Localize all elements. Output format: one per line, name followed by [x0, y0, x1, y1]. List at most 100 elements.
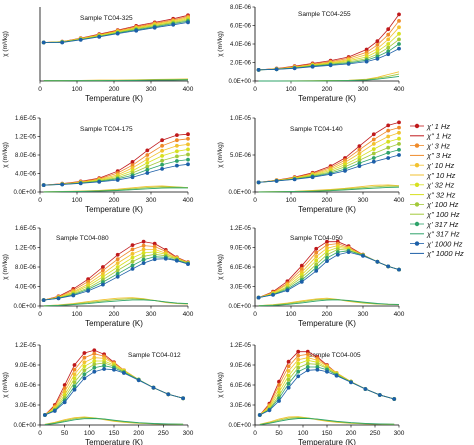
data-point: [286, 385, 291, 390]
data-point: [115, 268, 120, 273]
x-tick-label: 100: [72, 311, 83, 318]
data-point: [130, 259, 135, 264]
chart-title: Sample TC04-012: [128, 352, 181, 359]
data-point: [335, 252, 340, 257]
chart-panel-8: 0 50 100 150 200 250 300 0.0E+00 3.0E-06 6.0E-06 9…: [217, 343, 405, 445]
series-line: [44, 349, 184, 416]
y-tick-label: 1.2E-05: [15, 135, 37, 141]
data-point: [325, 239, 329, 244]
data-point: [136, 378, 141, 383]
x-tick-label: 0: [38, 311, 42, 318]
data-point: [152, 244, 157, 249]
x-tick-label: 200: [322, 197, 333, 204]
imag-series-line: [43, 187, 189, 193]
data-point: [175, 149, 179, 154]
data-point: [186, 152, 190, 157]
data-point: [325, 246, 329, 251]
data-point: [166, 392, 171, 397]
x-tick-label: 50: [61, 430, 69, 437]
data-point: [314, 246, 319, 251]
data-point: [122, 371, 126, 375]
y-tick-label: 9.0E-06: [230, 246, 252, 252]
y-tick-label: 6.0E-06: [230, 265, 252, 271]
legend-label: χ" 32 Hz: [426, 190, 456, 199]
data-point: [82, 364, 87, 369]
data-point: [72, 372, 77, 377]
data-point: [371, 151, 376, 156]
y-axis-label: χ (m³/kg): [2, 372, 9, 398]
y-tick-label: 8.0E-06: [15, 265, 37, 271]
data-point: [397, 142, 401, 146]
data-point: [296, 374, 301, 379]
data-point: [130, 247, 135, 252]
legend-label: χ' 3 Hz: [426, 141, 450, 150]
legend-label: χ' 32 Hz: [426, 181, 454, 190]
data-point: [286, 377, 291, 382]
data-point: [274, 179, 279, 183]
data-point: [141, 254, 146, 259]
data-point: [41, 183, 46, 188]
data-point: [335, 247, 340, 252]
imag-series-line: [44, 418, 184, 426]
y-tick-label: 6.0E-06: [15, 383, 37, 389]
data-point: [314, 269, 319, 273]
data-point: [56, 296, 61, 301]
data-point: [256, 295, 261, 300]
data-point: [375, 43, 380, 47]
data-point: [112, 367, 116, 372]
x-tick-label: 300: [146, 197, 157, 204]
data-point: [130, 243, 135, 248]
chart-panel-6: 0 100 200 300 400 0.0E+00 3.0E-06 6.0E-06 9.0E-0…: [217, 226, 405, 328]
data-point: [325, 369, 329, 374]
data-point: [357, 161, 362, 166]
data-point: [92, 348, 97, 353]
x-tick-label: 300: [146, 311, 157, 318]
data-point: [92, 351, 97, 356]
y-tick-label: 9.0E-06: [230, 363, 252, 369]
chart-title: Sample TC04-255: [298, 11, 351, 18]
data-point: [296, 369, 301, 374]
data-point: [175, 163, 179, 168]
data-point: [299, 280, 304, 284]
data-point: [386, 37, 391, 42]
data-point: [115, 274, 120, 279]
y-tick-label: 0.0E+00: [13, 423, 36, 429]
data-point: [145, 164, 150, 169]
data-point: [296, 361, 301, 366]
chart-title: Sample TC04-140: [290, 126, 343, 133]
data-point: [145, 171, 150, 175]
y-tick-label: 4.0E-06: [15, 285, 37, 291]
imag-series-line: [258, 71, 400, 82]
x-tick-label: 300: [183, 430, 194, 437]
data-point: [371, 142, 376, 146]
data-point: [277, 390, 281, 395]
data-point: [386, 139, 391, 144]
data-point: [274, 67, 279, 72]
data-point: [314, 254, 319, 259]
data-point: [375, 46, 380, 51]
data-point: [101, 265, 105, 269]
x-tick-label: 400: [183, 197, 194, 204]
data-point: [160, 158, 165, 163]
data-point: [397, 12, 401, 17]
data-point: [296, 365, 301, 370]
data-point: [397, 37, 401, 42]
data-point: [175, 258, 179, 263]
data-point: [160, 167, 165, 171]
x-tick-label: 100: [72, 86, 83, 93]
data-point: [325, 259, 329, 263]
chart-panel-2: 0 100 200 300 400 0.0E+00 2.0E-06 4.0E-06 6.0E-0…: [217, 5, 405, 103]
data-point: [386, 123, 391, 128]
data-point: [82, 368, 87, 373]
data-point: [115, 261, 120, 265]
series-line: [43, 251, 189, 301]
data-point: [130, 255, 135, 260]
data-point: [78, 38, 83, 42]
data-point: [392, 397, 397, 401]
x-tick-label: 100: [286, 86, 297, 93]
imag-series-line: [259, 418, 395, 426]
data-point: [141, 257, 146, 262]
y-tick-label: 1.2E-05: [15, 343, 37, 349]
y-tick-label: 9.0E-06: [15, 363, 37, 369]
